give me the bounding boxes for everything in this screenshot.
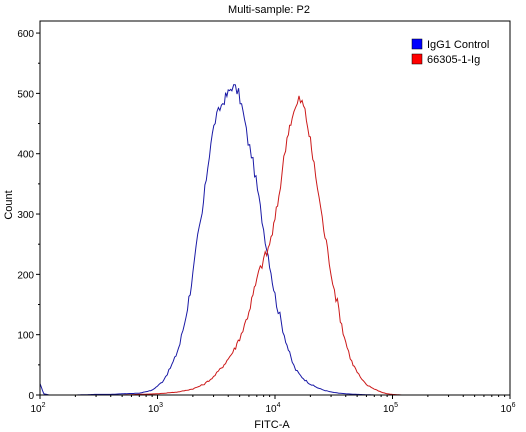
x-tick-label: 106 (500, 402, 515, 415)
x-tick-label: 102 (30, 402, 45, 415)
legend-swatch (411, 53, 423, 65)
x-tick-exponent: 5 (394, 402, 398, 409)
x-tick-exponent: 4 (277, 402, 281, 409)
x-tick-label: 105 (383, 402, 398, 415)
x-tick-exponent: 6 (512, 402, 516, 409)
plot-frame (39, 20, 511, 396)
y-tick-label: 600 (17, 29, 34, 40)
chart-title: Multi-sample: P2 (228, 4, 310, 16)
y-tick-label: 100 (17, 331, 34, 342)
x-axis: 102 103 104 105 106 (30, 395, 516, 415)
y-tick-label: 0 (28, 391, 34, 402)
x-tick-exponent: 3 (159, 402, 163, 409)
series-line (40, 95, 510, 396)
y-axis-label: Count (3, 190, 15, 219)
legend-label: IgG1 Control (427, 39, 489, 51)
y-tick-label: 500 (17, 89, 34, 100)
y-tick-label: 400 (17, 150, 34, 161)
y-axis: 0 100 200 300 400 500 600 (17, 29, 40, 402)
series-line (39, 84, 510, 396)
x-axis-label: FITC-A (254, 419, 290, 431)
legend-swatch (411, 38, 423, 50)
y-tick-label: 300 (17, 210, 34, 221)
legend: IgG1 Control 66305-1-Ig (411, 38, 489, 66)
x-tick-label: 103 (148, 402, 163, 415)
x-tick-label: 104 (265, 402, 280, 415)
series-layer (39, 84, 510, 396)
y-tick-label: 200 (17, 270, 34, 281)
legend-label: 66305-1-Ig (427, 54, 480, 66)
x-tick-exponent: 2 (42, 402, 46, 409)
